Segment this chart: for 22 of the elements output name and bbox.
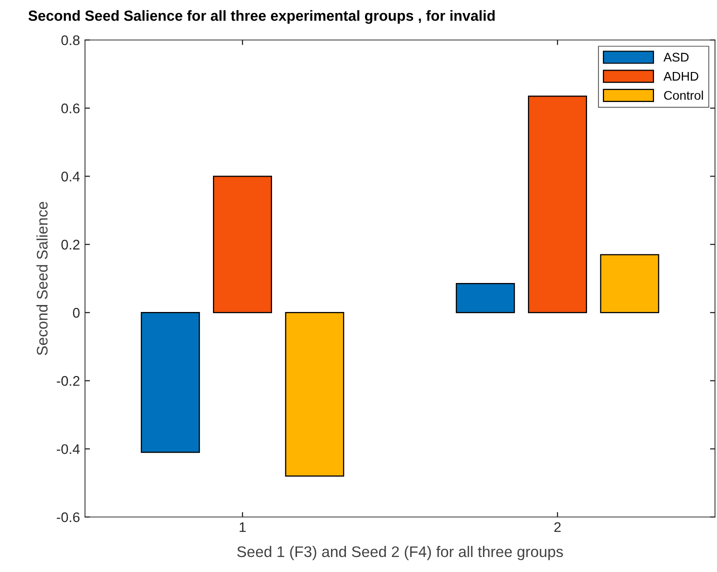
bar	[212, 176, 272, 314]
bar	[140, 312, 200, 453]
legend-label: ADHD	[663, 72, 698, 81]
y-tick-label: 0.4	[61, 172, 80, 182]
y-tick-label: 0	[72, 308, 80, 318]
y-tick-label: 0.2	[61, 240, 80, 250]
y-tick-label: -0.4	[56, 444, 80, 454]
legend-label: Control	[664, 90, 703, 100]
y-axis-title: Second Seed Salience	[36, 202, 48, 356]
legend-label: ASD	[663, 52, 689, 62]
chart-title: Second Seed Salience for all three experimental groups , for invalid	[28, 10, 495, 24]
bar	[456, 283, 515, 314]
bar	[528, 96, 588, 314]
y-tick-label: 0.6	[61, 103, 80, 114]
bar	[600, 254, 660, 314]
bar	[285, 312, 344, 477]
x-tick-label: 1	[240, 522, 246, 532]
x-tick-label: 2	[554, 522, 561, 532]
y-tick-label: -0.2	[56, 376, 80, 386]
y-tick-label: 0.8	[61, 35, 80, 46]
y-tick-label: -0.6	[56, 512, 80, 522]
x-axis-title: Seed 1 (F3) and Seed 2 (F4) for all three groups	[237, 546, 563, 560]
